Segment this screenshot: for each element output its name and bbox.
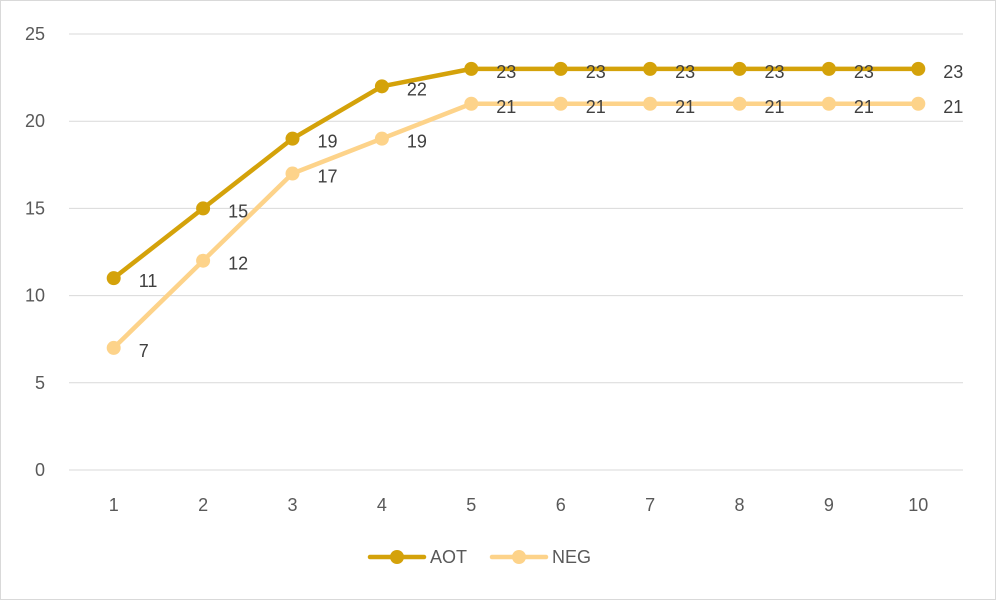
y-tick-label-5: 5 (35, 373, 45, 393)
legend: AOT NEG (367, 547, 591, 567)
y-tick-label-10: 10 (25, 286, 45, 306)
data-labels: 11 15 19 22 23 23 23 23 23 23 7 12 17 19 21 21 21 21 21 21 (139, 62, 964, 361)
legend-marker-aot (390, 550, 404, 564)
series-line-aot (111, 66, 921, 281)
data-point-neg-10 (911, 96, 926, 111)
data-point-neg-7 (643, 96, 658, 111)
data-label-aot-4: 22 (407, 79, 427, 99)
y-tick-label-15: 15 (25, 198, 45, 218)
data-point-aot-9 (821, 61, 836, 76)
legend-item-neg: NEG (489, 547, 591, 567)
data-label-aot-3: 19 (318, 132, 338, 152)
x-tick-label-3: 3 (287, 495, 297, 515)
data-point-neg-8 (732, 96, 747, 111)
x-tick-label-4: 4 (377, 495, 387, 515)
data-label-aot-8: 23 (765, 62, 785, 82)
series-lines (106, 61, 926, 355)
series-neg (106, 96, 926, 355)
data-label-aot-2: 15 (228, 201, 248, 221)
data-label-neg-9: 21 (854, 97, 874, 117)
data-point-aot-8 (732, 61, 747, 76)
data-label-aot-5: 23 (496, 62, 516, 82)
y-axis-ticks: 0 5 10 15 20 25 (25, 24, 45, 480)
x-tick-label-9: 9 (824, 495, 834, 515)
data-point-neg-6 (553, 96, 568, 111)
x-tick-label-7: 7 (645, 495, 655, 515)
y-tick-label-0: 0 (35, 460, 45, 480)
y-tick-label-25: 25 (25, 24, 45, 44)
x-tick-label-8: 8 (734, 495, 744, 515)
data-label-aot-6: 23 (586, 62, 606, 82)
legend-label-aot: AOT (430, 547, 467, 567)
data-label-neg-3: 17 (318, 167, 338, 187)
legend-label-neg: NEG (552, 547, 591, 567)
data-label-aot-1: 11 (139, 271, 158, 291)
data-point-neg-1 (106, 340, 121, 355)
data-label-neg-8: 21 (765, 97, 785, 117)
data-label-neg-1: 7 (139, 341, 149, 361)
data-label-aot-10: 23 (943, 62, 963, 82)
legend-item-aot: AOT (367, 547, 467, 567)
legend-marker-neg (512, 550, 526, 564)
data-label-aot-9: 23 (854, 62, 874, 82)
x-tick-label-1: 1 (109, 495, 119, 515)
series-line-neg (111, 101, 921, 351)
data-label-neg-5: 21 (496, 97, 516, 117)
x-tick-label-2: 2 (198, 495, 208, 515)
data-point-aot-6 (553, 61, 568, 76)
data-point-neg-3 (285, 166, 300, 181)
x-tick-label-10: 10 (908, 495, 928, 515)
data-point-neg-9 (821, 96, 836, 111)
x-tick-label-5: 5 (466, 495, 476, 515)
data-point-aot-3 (285, 131, 300, 146)
data-point-aot-2 (196, 201, 211, 216)
data-point-aot-1 (106, 271, 121, 286)
gridlines (69, 33, 963, 471)
data-point-aot-10 (911, 61, 926, 76)
data-point-aot-4 (374, 79, 389, 94)
y-tick-label-20: 20 (25, 111, 45, 131)
data-point-aot-5 (464, 61, 479, 76)
x-tick-label-6: 6 (556, 495, 566, 515)
series-aot (106, 61, 926, 286)
data-label-neg-7: 21 (675, 97, 695, 117)
data-point-aot-7 (643, 61, 658, 76)
data-point-neg-2 (196, 253, 211, 268)
data-label-aot-7: 23 (675, 62, 695, 82)
x-axis-ticks: 1 2 3 4 5 6 7 8 9 10 (109, 495, 929, 515)
data-label-neg-10: 21 (943, 97, 963, 117)
data-label-neg-6: 21 (586, 97, 606, 117)
data-point-neg-4 (374, 131, 389, 146)
data-label-neg-4: 19 (407, 132, 427, 152)
data-point-neg-5 (464, 96, 479, 111)
data-label-neg-2: 12 (228, 254, 248, 274)
